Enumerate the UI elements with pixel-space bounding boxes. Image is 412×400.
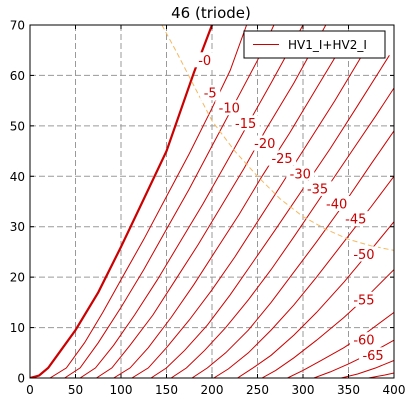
curve-label-3: -15 [235, 117, 256, 132]
legend-box [243, 30, 386, 59]
curve-label-9: -45 [345, 213, 366, 228]
curve-label-bg-7 [303, 180, 332, 196]
plate-curve-7 [150, 55, 390, 378]
legend: HV1_I+HV2_I [243, 30, 386, 59]
y-tick-label-2: 20 [10, 271, 25, 285]
plate-curve-4 [96, 25, 327, 378]
curve-label-12: -60 [353, 334, 374, 349]
plate-curve-5 [113, 34, 349, 378]
curve-label-bg-4 [250, 135, 279, 151]
curve-label-5: -25 [271, 152, 292, 167]
y-tick-label-7: 70 [10, 19, 25, 33]
curve-label-7: -35 [307, 182, 328, 197]
curve-label-6: -30 [290, 167, 311, 182]
curve-label-11: -55 [353, 293, 374, 308]
curve-label-bg-5 [268, 150, 297, 166]
plate-curve-16 [368, 372, 394, 378]
plate-curve-9 [191, 130, 394, 378]
x-tick-label-7: 350 [337, 383, 360, 397]
y-tick-label-6: 60 [10, 69, 25, 83]
plate-curve-3 [79, 25, 304, 378]
curve-label-13: -65 [362, 349, 383, 364]
curve-label-10: -50 [353, 248, 374, 263]
x-tick-label-0: 0 [26, 383, 34, 397]
x-tick-label-6: 300 [292, 383, 315, 397]
legend-label: HV1_I+HV2_I [288, 38, 367, 52]
curve-label-bg-0 [194, 52, 215, 68]
x-tick-label-8: 400 [383, 383, 406, 397]
curve-label-4: -20 [254, 137, 275, 152]
curve-label-bg-1 [200, 85, 221, 101]
chart-title: 46 (triode) [171, 4, 251, 22]
x-tick-label-4: 200 [201, 383, 224, 397]
curve-label-8: -40 [326, 198, 347, 213]
curve-label-bg-8 [322, 196, 351, 212]
plate-curves [30, 25, 394, 378]
x-tick-label-1: 50 [68, 383, 83, 397]
axis-ticks: 0 50 100 150 200 250 300 350 400 0 10 20 30 40 50 60 70 [10, 19, 406, 398]
y-tick-label-4: 40 [10, 170, 25, 184]
x-tick-label-2: 100 [110, 383, 133, 397]
curve-label-bg-13 [359, 347, 388, 363]
curve-label-1: -5 [204, 87, 217, 102]
y-tick-label-3: 30 [10, 220, 25, 234]
curve-label-bg-9 [341, 211, 370, 227]
x-tick-label-3: 150 [155, 383, 178, 397]
curve-label-bg-11 [349, 291, 378, 307]
load-line [161, 25, 394, 251]
plate-curve-15 [341, 359, 394, 378]
plate-curve-6 [131, 55, 363, 378]
curve-label-bg-10 [349, 246, 378, 262]
curve-label-0: -0 [198, 54, 211, 69]
curve-label-2: -10 [219, 102, 240, 117]
plate-curve-2 [64, 25, 275, 378]
curve-label-bg-2 [215, 100, 244, 116]
y-tick-label-5: 50 [10, 119, 25, 133]
plate-curve-8 [170, 87, 394, 378]
y-tick-label-1: 10 [10, 321, 25, 335]
load-line-group [161, 25, 394, 251]
curve-label-bg-6 [286, 165, 315, 181]
plate-curve-13 [287, 311, 394, 378]
curve-label-bg-12 [349, 332, 378, 348]
plate-curve-0 [30, 25, 214, 378]
y-tick-label-0: 0 [17, 372, 25, 386]
x-tick-label-5: 250 [246, 383, 269, 397]
grid [30, 25, 394, 378]
curve-labels: -0 -5-10-15 -20-25-30-35-40-45 -50 -55 -60-65 [194, 52, 388, 364]
curve-label-bg-3 [231, 115, 260, 131]
